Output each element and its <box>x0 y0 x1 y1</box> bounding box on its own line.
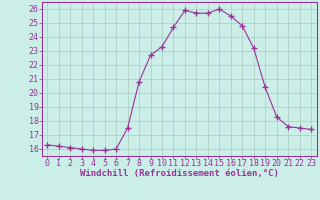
X-axis label: Windchill (Refroidissement éolien,°C): Windchill (Refroidissement éolien,°C) <box>80 169 279 178</box>
